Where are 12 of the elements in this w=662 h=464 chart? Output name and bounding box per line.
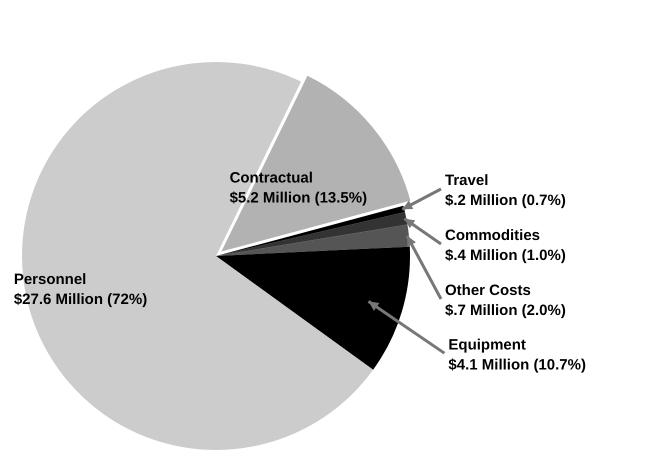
slice-label: Equipment <box>448 336 526 354</box>
data-label: $4.1 Million (10.7%) <box>448 356 586 374</box>
slice-label: Personnel <box>14 271 86 288</box>
data-label: $27.6 Million (72%) <box>14 291 148 308</box>
data-label: $.2 Million (0.7%) <box>445 192 566 210</box>
slice-label: Travel <box>445 172 488 190</box>
data-label: $5.2 Million (13.5%) <box>230 189 368 206</box>
data-label: $.7 Million (2.0%) <box>445 302 566 320</box>
data-label: $.4 Million (1.0%) <box>445 247 566 264</box>
slice-label: Contractual <box>230 169 313 186</box>
slice-label: Other Costs <box>445 282 531 300</box>
slice-label: Commodities <box>445 227 540 244</box>
